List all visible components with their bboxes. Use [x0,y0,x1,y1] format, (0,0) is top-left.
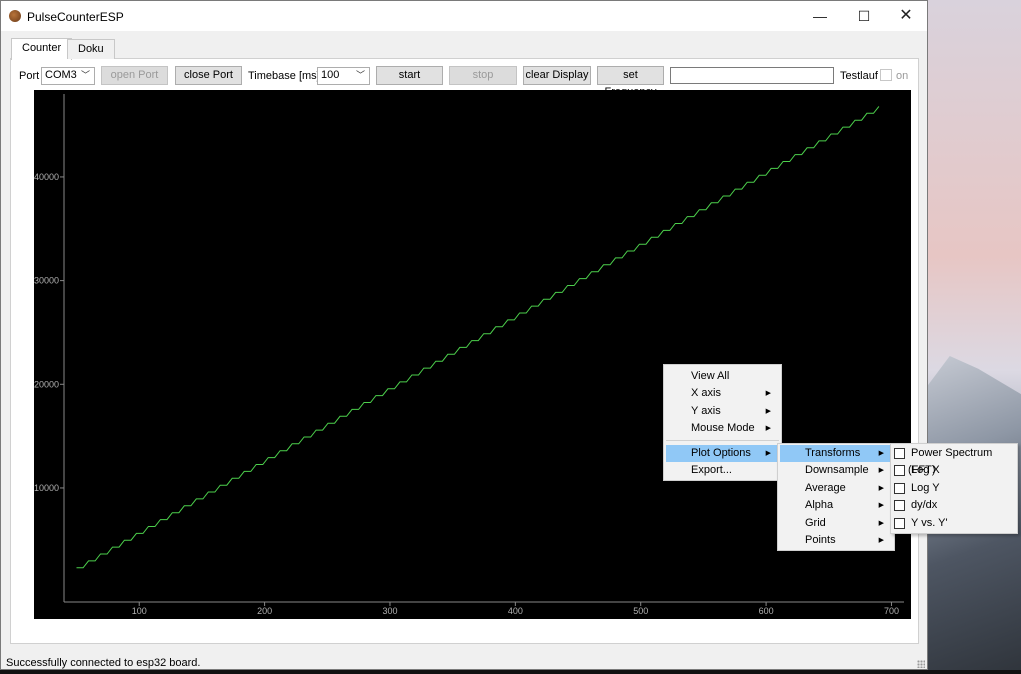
app-icon [9,10,21,22]
transform-log-x[interactable]: Log X [894,462,940,479]
maximize-button[interactable]: ☐ [857,8,871,24]
submenu-item-downsample[interactable]: Downsample ▶ [780,462,892,479]
transform-log-y[interactable]: Log Y [894,480,940,497]
y-tick-label: 40000 [34,172,59,182]
submenu-arrow-icon: ▶ [878,537,884,544]
menu-item-label: Plot Options [691,447,751,459]
open-port-button[interactable]: open Port [101,66,168,85]
submenu-arrow-icon: ▶ [878,450,884,457]
frequency-input[interactable] [670,67,834,84]
submenu-item-transforms[interactable]: Transforms ▶ [780,445,892,462]
y-tick-label: 30000 [34,276,59,286]
timebase-label: Timebase [ms] [248,70,320,82]
x-tick-label: 200 [257,606,272,616]
x-tick-label: 400 [508,606,523,616]
x-tick-label: 100 [132,606,147,616]
submenu-arrow-icon: ▶ [878,502,884,509]
close-button[interactable]: ✕ [899,7,913,24]
chevron-down-icon: ﹀ [80,70,90,80]
testlauf-label: Testlauf [840,70,878,82]
clear-display-button[interactable]: clear Display [523,66,591,85]
x-tick-label: 700 [884,606,899,616]
tab-doku[interactable]: Doku [67,39,115,59]
port-select-value: COM3 [45,69,77,81]
x-tick-label: 600 [759,606,774,616]
x-tick-label: 500 [633,606,648,616]
menu-item-label: Mouse Mode [691,422,755,434]
menu-item-view-all[interactable]: View All [666,368,779,385]
menu-item-label: Y axis [691,405,721,417]
port-select[interactable]: COM3 ﹀ [41,67,95,85]
chevron-down-icon: ﹀ [355,70,365,80]
tab-counter[interactable]: Counter [11,38,73,60]
transform-fft[interactable]: Power Spectrum (FFT) [894,445,1017,476]
submenu-arrow-icon: ▶ [878,467,884,474]
submenu-item-grid[interactable]: Grid ▶ [780,515,892,532]
port-label: Port [19,70,40,82]
menu-item-x-axis[interactable]: X axis ▶ [666,385,779,402]
close-port-button[interactable]: close Port [175,66,242,85]
testlauf-checkbox[interactable] [880,69,892,81]
submenu-item-points[interactable]: Points ▶ [780,532,892,549]
resize-grip-icon[interactable] [917,660,925,668]
pulse-count-chart[interactable]: 100 200 300 400 500 600 700 10000 20000 30000 4000… [34,90,911,619]
menu-item-label: Points [805,534,836,546]
submenu-arrow-icon: ▶ [765,408,771,415]
submenu-item-alpha[interactable]: Alpha ▶ [780,497,892,514]
transforms-submenu: Power Spectrum (FFT) Log X Log Y dy/dx Y… [890,443,1018,534]
checkbox-icon [894,465,905,476]
menu-separator [666,440,779,441]
taskbar-edge [0,670,1021,674]
transform-label: Y vs. Y' [911,517,948,529]
start-button[interactable]: start [376,66,443,85]
series-line-0 [76,106,880,569]
transform-label: Log X [911,464,940,476]
menu-item-label: Export... [691,464,732,476]
menu-item-label: View All [691,370,730,382]
title-bar[interactable]: PulseCounterESP — ☐ ✕ [1,1,927,31]
menu-item-y-axis[interactable]: Y axis ▶ [666,403,779,420]
status-message: Successfully connected to esp32 board. [6,657,201,669]
submenu-item-average[interactable]: Average ▶ [780,480,892,497]
app-window: PulseCounterESP — ☐ ✕ Counter Doku Port … [0,0,928,670]
checkbox-icon [894,518,905,529]
window-title: PulseCounterESP [27,10,124,24]
submenu-arrow-icon: ▶ [765,390,771,397]
transform-dydx[interactable]: dy/dx [894,497,937,514]
x-tick-label: 300 [382,606,397,616]
plot-options-submenu: Transforms ▶ Downsample ▶ Average ▶ Alpha ▶ … [777,443,895,551]
menu-item-label: Downsample [805,464,869,476]
menu-item-label: Transforms [805,447,861,459]
submenu-arrow-icon: ▶ [878,485,884,492]
submenu-arrow-icon: ▶ [765,425,771,432]
y-tick-label: 20000 [34,379,59,389]
plot-context-menu: View All X axis ▶ Y axis ▶ Mouse Mode ▶ Plo… [663,364,782,481]
transform-label: dy/dx [911,499,938,511]
menu-item-label: X axis [691,387,721,399]
menu-item-label: Alpha [805,499,834,511]
testlauf-on-label: on [896,70,909,82]
plot-area[interactable]: 100 200 300 400 500 600 700 10000 20000 30000 4000… [34,90,911,619]
transform-label: Log Y [911,482,940,494]
checkbox-icon [894,448,905,459]
menu-item-label: Grid [805,517,826,529]
menu-item-plot-options[interactable]: Plot Options ▶ [666,445,779,462]
transform-label: Power Spectrum (FFT) [908,447,993,476]
minimize-button[interactable]: — [813,8,827,24]
stop-button[interactable]: stop [449,66,517,85]
transform-y-vs-y-prime[interactable]: Y vs. Y' [894,515,948,532]
timebase-select[interactable]: 100 ﹀ [317,67,370,85]
timebase-select-value: 100 [321,69,340,81]
submenu-arrow-icon: ▶ [765,450,771,457]
set-frequency-button[interactable]: set Frequency [597,66,664,98]
menu-item-mouse-mode[interactable]: Mouse Mode ▶ [666,420,779,437]
menu-item-export[interactable]: Export... [666,462,779,479]
y-tick-label: 10000 [34,483,59,493]
submenu-arrow-icon: ▶ [878,520,884,527]
checkbox-icon [894,500,905,511]
menu-item-label: Average [805,482,846,494]
checkbox-icon [894,483,905,494]
